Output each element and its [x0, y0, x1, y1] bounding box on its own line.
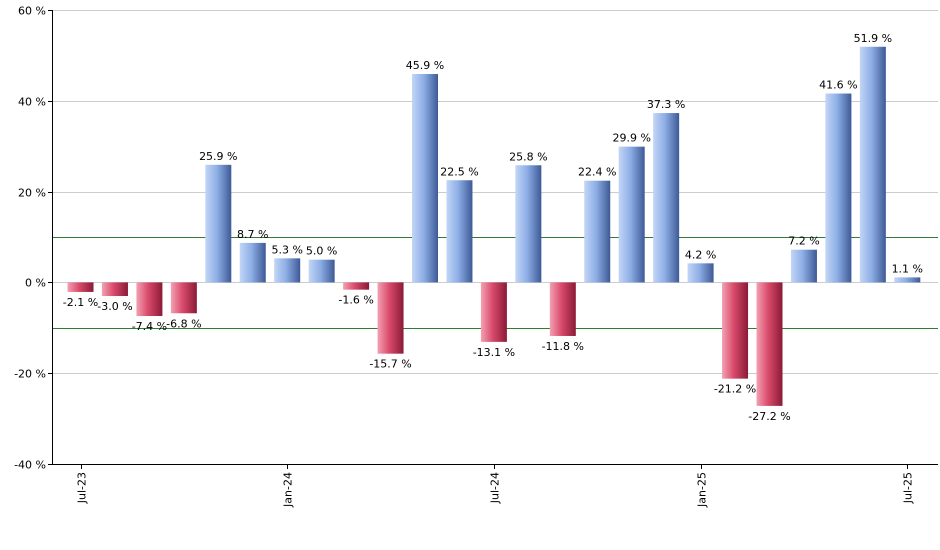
bar [377, 282, 404, 354]
bar [894, 277, 921, 283]
data-label: 25.9 % [199, 150, 237, 163]
data-label: -1.6 % [338, 294, 373, 307]
bar [790, 249, 817, 283]
x-tick-label: Jul-23 [76, 472, 89, 504]
bar [205, 164, 232, 283]
y-tick-label: -40 % [14, 459, 46, 472]
data-label: 5.3 % [271, 243, 302, 256]
data-label: -15.7 % [369, 358, 411, 371]
bar [859, 46, 886, 283]
bar [308, 259, 335, 283]
data-label: -2.1 % [63, 296, 98, 309]
bar [722, 282, 749, 379]
axes: 60 % 40 % 20 % 0 % -20 % -40 % Jul-23 Jan-24 Jul… [14, 5, 938, 508]
bars [67, 46, 921, 406]
data-label: 45.9 % [406, 59, 444, 72]
y-tick-label: 60 % [18, 5, 46, 18]
bar [101, 282, 128, 297]
x-tick-label: Jul-24 [489, 472, 502, 504]
data-label: 51.9 % [854, 32, 892, 45]
data-label: -13.1 % [473, 346, 515, 359]
bar [239, 242, 266, 283]
bar [825, 93, 852, 283]
bar [515, 165, 542, 283]
bar [756, 282, 783, 406]
bar [274, 258, 301, 283]
bar [343, 282, 370, 290]
data-label: -11.8 % [542, 340, 584, 353]
bar [446, 180, 473, 283]
data-label: -6.8 % [166, 317, 201, 330]
y-tick-label: 20 % [18, 187, 46, 200]
data-label: 8.7 % [237, 228, 268, 241]
bar [584, 180, 611, 283]
bar [687, 263, 714, 283]
data-label: -27.2 % [748, 410, 790, 423]
x-tick-label: Jan-24 [282, 472, 295, 508]
bar [170, 282, 197, 314]
data-label: 41.6 % [819, 79, 857, 92]
data-label: 7.2 % [788, 235, 819, 248]
data-label: 5.0 % [306, 245, 337, 258]
data-label: 22.5 % [440, 165, 478, 178]
bar [549, 282, 576, 336]
data-label: 4.2 % [685, 248, 716, 261]
data-label: 29.9 % [612, 132, 650, 145]
bar [67, 282, 94, 292]
y-tick-label: 40 % [18, 96, 46, 109]
bar [618, 146, 645, 283]
x-tick-label: Jan-25 [696, 472, 709, 508]
data-label: 25.8 % [509, 150, 547, 163]
data-label: -7.4 % [132, 320, 167, 333]
data-label: 22.4 % [578, 166, 616, 179]
data-label: -21.2 % [714, 383, 756, 396]
bar [480, 282, 507, 342]
bar [136, 282, 163, 316]
data-label: 37.3 % [647, 98, 685, 111]
data-labels: -2.1 % -3.0 %-7.4 % -6.8 % 25.9 % 8.7 %5.3 %… [63, 32, 923, 423]
bar [412, 74, 438, 283]
x-tick-label: Jul-25 [902, 472, 915, 504]
data-label: -3.0 % [97, 300, 132, 313]
bar [653, 113, 680, 283]
y-tick-label: 0 % [25, 277, 46, 290]
data-label: 1.1 % [892, 262, 923, 275]
y-tick-label: -20 % [14, 368, 46, 381]
